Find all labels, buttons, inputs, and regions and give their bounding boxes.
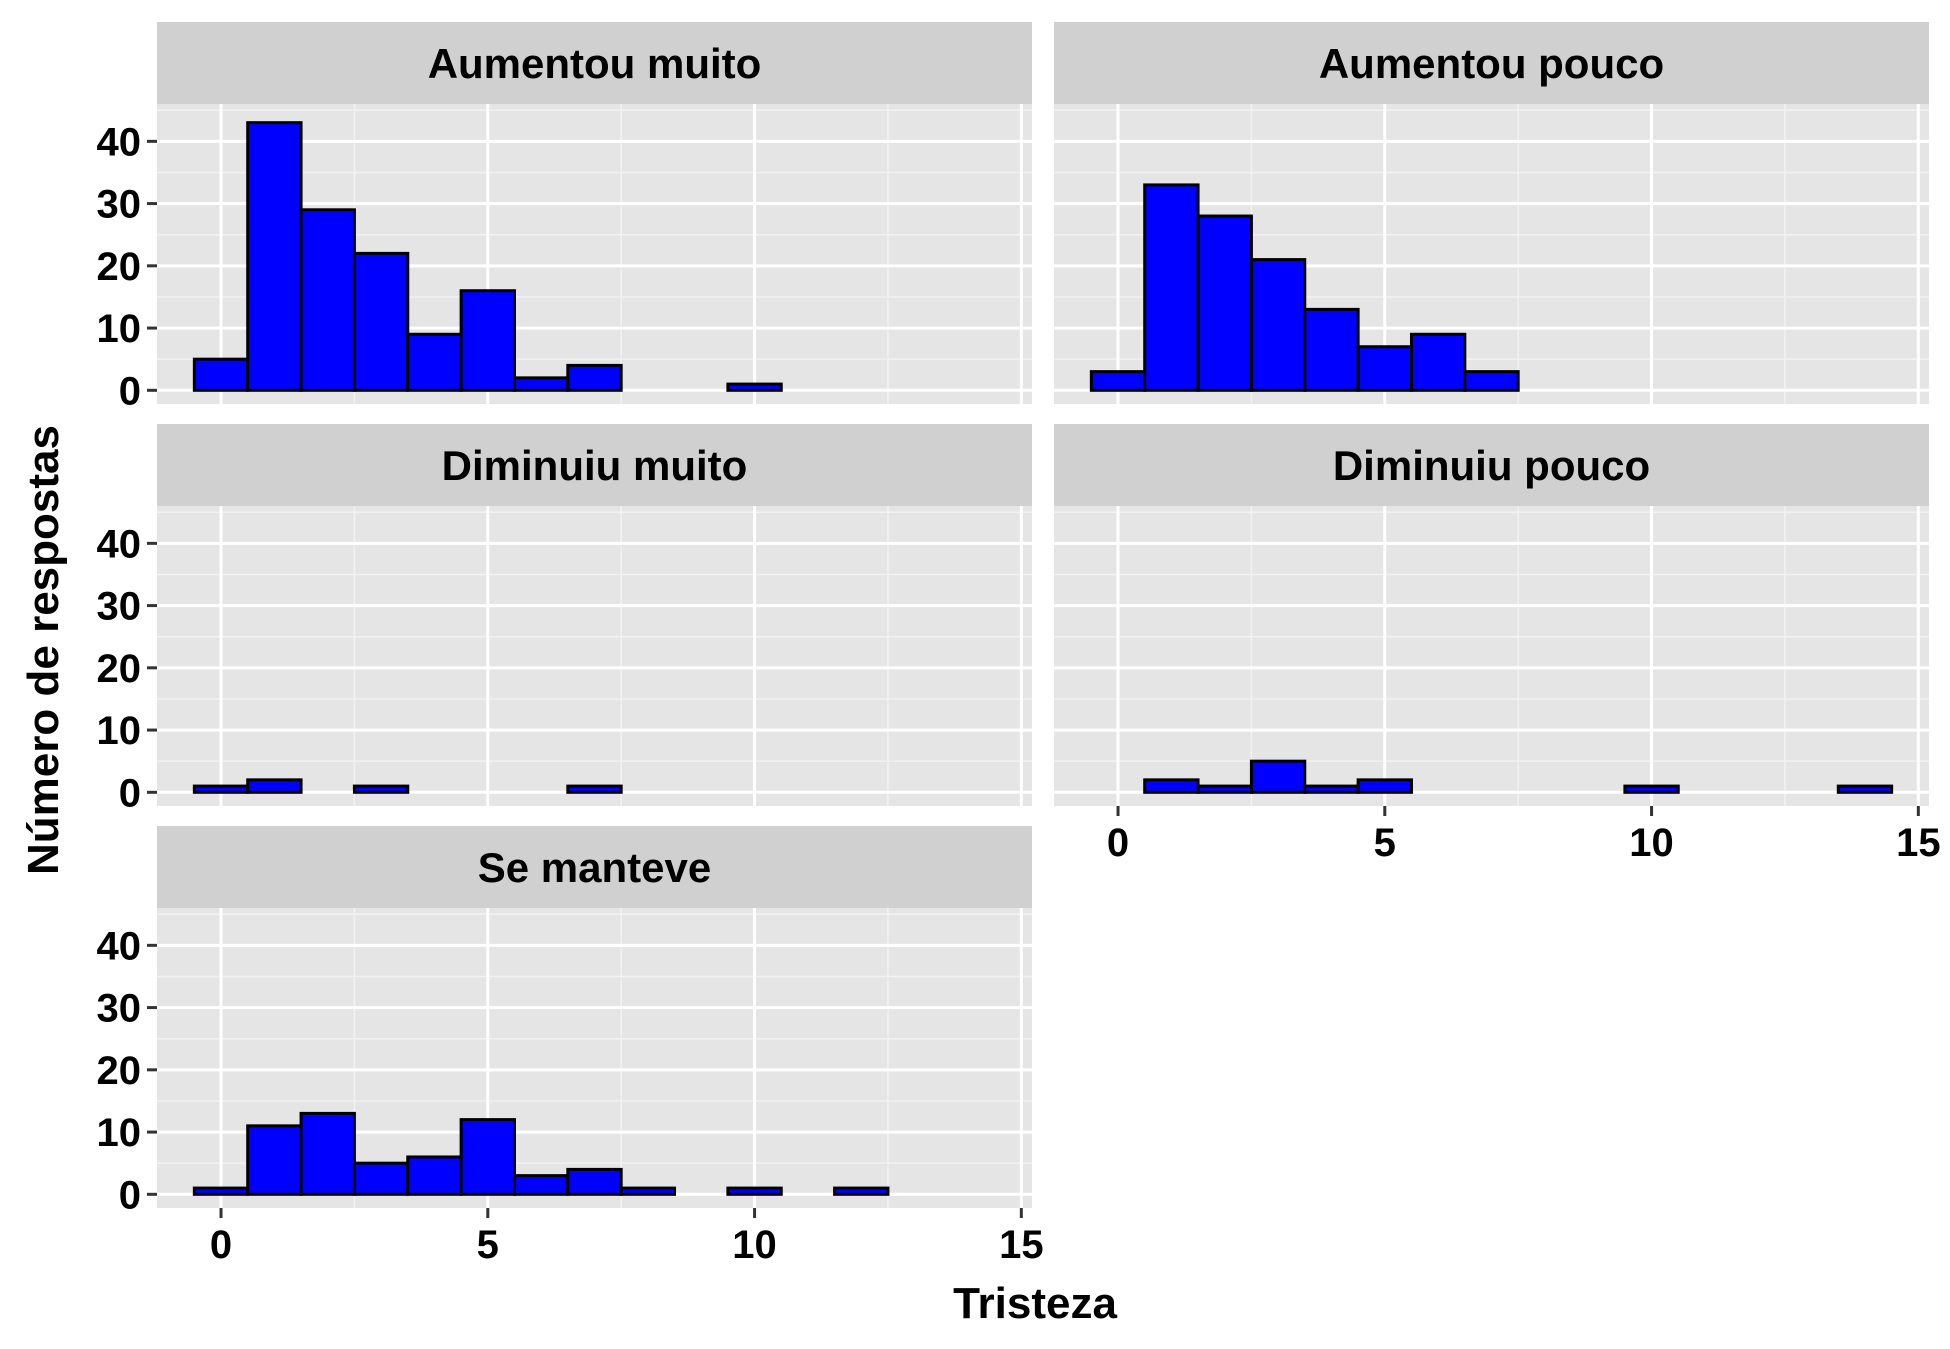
histogram-bar — [246, 121, 303, 392]
facet-strip-label: Aumentou pouco — [1319, 40, 1664, 87]
histogram-bar — [512, 1174, 570, 1196]
x-tick-label: 10 — [1629, 821, 1674, 865]
histogram-bar — [566, 363, 623, 392]
facet-panel: Aumentou pouco — [1054, 22, 1929, 404]
x-tick-label: 15 — [999, 1223, 1044, 1267]
histogram-bar — [192, 784, 250, 794]
histogram-bar — [1836, 784, 1894, 794]
x-axis-title: Tristeza — [953, 1279, 1117, 1328]
facet-strip-label: Diminuiu pouco — [1333, 442, 1650, 489]
histogram-bar — [406, 1155, 463, 1196]
y-tick-label: 30 — [97, 987, 142, 1031]
histogram-bar — [1249, 258, 1307, 392]
y-tick-label: 20 — [97, 647, 142, 691]
x-tick-label: 5 — [477, 1223, 499, 1267]
histogram-bar — [352, 251, 410, 392]
y-tick-label: 40 — [97, 924, 142, 968]
histogram-bar — [1196, 784, 1253, 794]
histogram-bar — [1143, 183, 1200, 392]
histogram-bar — [512, 376, 570, 392]
y-tick-label: 30 — [97, 585, 142, 629]
histogram-bar — [1623, 784, 1680, 794]
x-tick-label: 15 — [1896, 821, 1941, 865]
y-tick-label: 40 — [97, 120, 142, 164]
histogram-bar — [1356, 778, 1413, 794]
histogram-bar — [299, 208, 356, 392]
x-tick-label: 0 — [1107, 821, 1129, 865]
histogram-bar — [352, 784, 410, 794]
facet-strip — [157, 424, 1032, 506]
histogram-bar — [1356, 345, 1413, 392]
histogram-bar — [192, 1186, 250, 1196]
x-tick-label: 0 — [210, 1223, 232, 1267]
facet-strip-label: Se manteve — [478, 844, 711, 891]
facets-layer: Aumentou muito 0 10 20 30 40 Aumentou pouco Dim… — [97, 22, 1941, 1267]
histogram-bar — [1303, 784, 1360, 794]
histogram-bar — [619, 1186, 677, 1196]
y-tick-label: 40 — [97, 522, 142, 566]
histogram-bar — [406, 332, 463, 392]
histogram-bar — [246, 778, 303, 794]
x-tick-label: 5 — [1374, 821, 1396, 865]
histogram-bar — [726, 382, 783, 392]
x-tick-label: 10 — [732, 1223, 777, 1267]
y-tick-label: 30 — [97, 183, 142, 227]
histogram-bar — [299, 1111, 356, 1196]
histogram-bar — [246, 1124, 303, 1196]
y-tick-label: 10 — [97, 307, 142, 351]
facet-panel: Se manteve 0 10 20 30 40 0 5 10 15 — [97, 826, 1044, 1267]
histogram-bar — [459, 289, 516, 392]
y-tick-label: 20 — [97, 245, 142, 289]
facet-strip — [1054, 22, 1929, 104]
y-axis-title: Número de respostas — [19, 425, 68, 875]
y-tick-label: 20 — [97, 1049, 142, 1093]
histogram-bar — [566, 1167, 623, 1196]
y-tick-label: 0 — [119, 771, 141, 815]
histogram-bar — [726, 1186, 783, 1196]
y-tick-label: 10 — [97, 709, 142, 753]
histogram-bar — [192, 357, 250, 392]
histogram-bar — [459, 1118, 516, 1196]
facet-strip-label: Diminuiu muito — [442, 442, 748, 489]
facet-panel: Diminuiu pouco 0 5 10 15 — [1054, 424, 1941, 865]
histogram-bar — [566, 784, 623, 794]
facet-panel: Aumentou muito 0 10 20 30 40 — [97, 22, 1032, 413]
histogram-bar — [1303, 307, 1360, 392]
facet-panel: Diminuiu muito 0 10 20 30 40 — [97, 424, 1032, 815]
facet-strip-label: Aumentou muito — [428, 40, 762, 87]
panel-background — [157, 506, 1032, 806]
histogram-bar — [1463, 370, 1520, 392]
y-tick-label: 0 — [119, 369, 141, 413]
histogram-bar — [1089, 370, 1147, 392]
histogram-bar — [1409, 332, 1467, 392]
histogram-bar — [352, 1161, 410, 1196]
facet-strip — [157, 826, 1032, 908]
facet-strip — [1054, 424, 1929, 506]
histogram-bar — [1196, 214, 1253, 392]
facet-strip — [157, 22, 1032, 104]
histogram-bar — [1249, 759, 1307, 794]
panel-background — [1054, 506, 1929, 806]
histogram-bar — [1143, 778, 1200, 794]
y-tick-label: 10 — [97, 1111, 142, 1155]
y-tick-label: 0 — [119, 1173, 141, 1217]
histogram-bar — [833, 1186, 890, 1196]
